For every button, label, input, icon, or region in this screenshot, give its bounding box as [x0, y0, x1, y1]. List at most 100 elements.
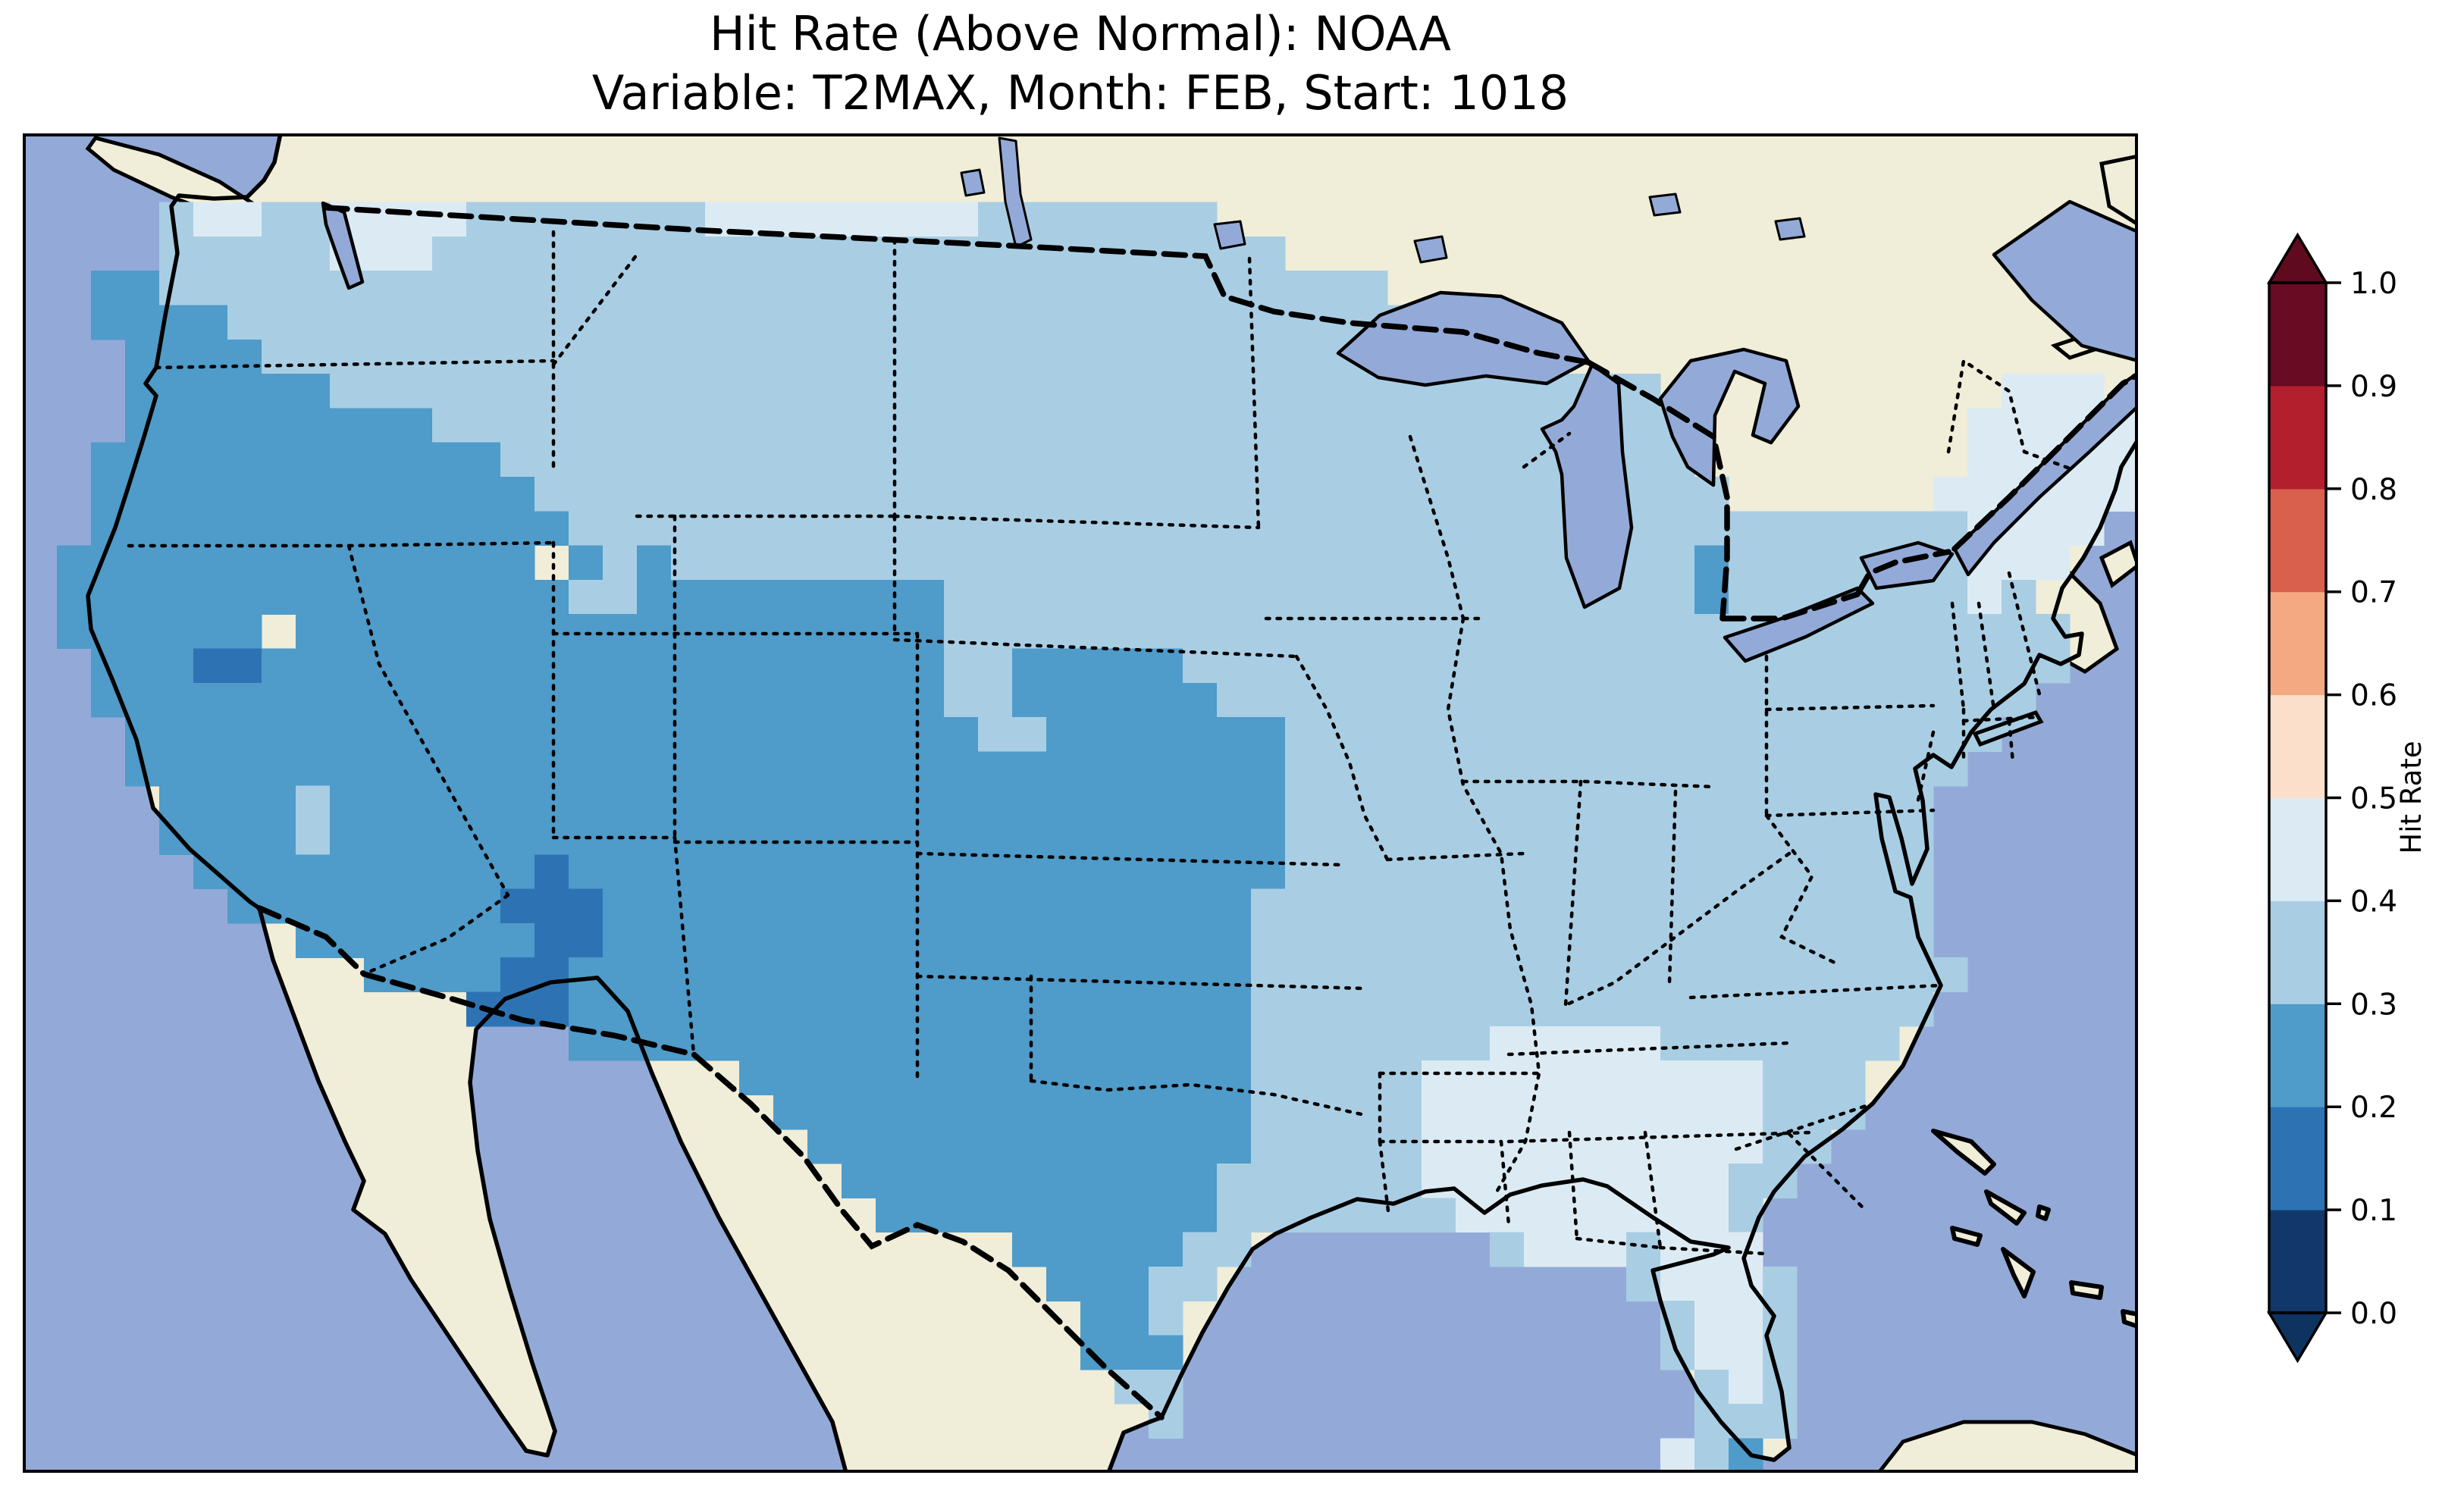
hit-rate-cell — [1149, 1266, 1218, 1301]
hit-rate-cell — [1183, 1232, 1252, 1267]
us-canada-border — [323, 205, 2138, 622]
lake-erie — [1723, 586, 1875, 663]
hit-rate-cell — [569, 957, 1252, 993]
bahamas-islands — [1931, 1129, 2138, 1329]
hit-rate-cell — [1694, 1369, 1729, 1405]
hit-rate-cell — [637, 545, 672, 581]
hit-rate-cell — [1660, 1438, 1695, 1473]
hit-rate-cell — [569, 854, 1286, 890]
hit-rate-cell — [569, 1026, 1252, 1061]
hit-rate-cell — [1285, 751, 1968, 787]
hit-rate-cell — [1080, 1335, 1183, 1370]
hit-rate-cell — [807, 1129, 1252, 1164]
colorbar-segment — [2269, 1210, 2326, 1314]
canadian-lake-3 — [1648, 193, 1682, 217]
hit-rate-cell — [125, 339, 262, 374]
hit-rate-cell — [500, 442, 1695, 478]
hit-rate-cell — [1967, 579, 2002, 615]
lake-of-the-woods — [1213, 220, 1246, 250]
colorbar-segment — [2269, 283, 2326, 387]
hit-rate-cell — [1524, 1232, 1627, 1267]
hit-rate-cell — [739, 1060, 1252, 1095]
colorbar-segment — [2269, 797, 2326, 901]
hit-rate-cell — [1080, 1301, 1149, 1336]
colorbar-segment — [2269, 1107, 2326, 1211]
map-frame — [23, 133, 2138, 1473]
hit-rate-cell — [1729, 1164, 1798, 1198]
hit-rate-cell — [1694, 1301, 1763, 1336]
country-borders — [256, 205, 2138, 1420]
lake-winnipeg — [998, 136, 1033, 249]
hit-rate-cell — [330, 820, 1286, 855]
hit-rate-cell — [1251, 1129, 1422, 1164]
colorbar-tick-label: 0.8 — [2350, 473, 2397, 507]
hit-rate-cell — [1046, 1266, 1149, 1301]
hit-rate-cell — [569, 545, 603, 581]
cuba — [1876, 1420, 2138, 1473]
hit-rate-cell — [91, 511, 569, 547]
long-island — [1972, 709, 2044, 747]
colorbar-tick-label: 1.0 — [2350, 267, 2397, 301]
hit-rate-cell — [1012, 682, 1218, 718]
hit-rate-cell — [603, 545, 638, 581]
puget-sound — [321, 201, 365, 290]
hit-rate-cell — [1422, 1095, 1763, 1130]
colorbar-segment — [2269, 900, 2326, 1004]
hit-rate-cell — [193, 854, 535, 890]
colorbar-segment — [2269, 488, 2326, 593]
colorbar-tick-label: 0.3 — [2350, 988, 2397, 1022]
hit-rate-cell — [91, 442, 501, 478]
hit-rate-cell — [330, 202, 467, 237]
hit-rate-cell — [569, 991, 1252, 1027]
lake-ontario — [1859, 540, 1955, 590]
canadian-lake-4 — [1774, 217, 1806, 241]
hit-rate-cell — [603, 922, 1252, 958]
hit-rate-cell — [1217, 682, 2036, 718]
hit-rate-cell — [1251, 1026, 1491, 1061]
hit-rate-cell — [1012, 1232, 1183, 1267]
colorbar-segment — [2269, 1004, 2326, 1107]
hit-rate-cell — [1012, 648, 1183, 684]
hit-rate-cell — [57, 614, 262, 650]
hit-rate-cell — [125, 374, 331, 409]
hit-rate-grid — [57, 202, 2138, 1473]
colorbar-axis-label: Hit Rate — [2395, 741, 2428, 853]
map-panel — [23, 133, 2138, 1473]
hit-rate-cell — [296, 614, 945, 650]
hit-rate-cell — [1251, 888, 1934, 924]
hit-rate-cell — [944, 682, 1013, 718]
hit-rate-cell — [57, 545, 535, 581]
hit-rate-cell — [466, 202, 706, 237]
hit-rate-cell — [1046, 717, 1286, 752]
hit-rate-cell — [364, 957, 501, 993]
lakes-group — [321, 136, 2138, 663]
gulf-of-st-lawrence — [1992, 199, 2138, 363]
hit-rate-cell — [227, 888, 501, 924]
hit-rate-cell — [193, 202, 262, 237]
colorbar-svg: 0.0 0.1 0.2 0.3 0.4 0.5 0.6 0.7 0.8 0.9 1.0 Hit Ra… — [2266, 232, 2428, 1364]
hit-rate-cell — [1285, 717, 2002, 752]
hit-rate-cell — [262, 648, 945, 684]
hit-rate-cell — [1149, 1301, 1183, 1336]
colorbar-tick-label: 0.7 — [2350, 576, 2397, 610]
hit-rate-cell — [944, 648, 1013, 684]
hit-rate-cell — [944, 614, 2071, 650]
hit-rate-cell — [262, 339, 1422, 374]
hit-rate-cell — [159, 236, 331, 271]
hit-rate-cell — [330, 785, 1286, 821]
hit-rate-cell — [1285, 854, 1934, 890]
canadian-lake-2 — [1413, 235, 1448, 264]
hit-rate-cell — [1217, 1164, 1422, 1198]
hit-rate-cell — [57, 579, 569, 615]
us-mexico-border — [256, 905, 1165, 1420]
hit-rate-cell — [91, 271, 160, 306]
colorbar-tick-label: 0.9 — [2350, 370, 2397, 404]
colorbar-arrow-under — [2266, 1311, 2329, 1364]
hit-rate-cell — [1490, 1026, 1661, 1061]
cape-breton-island — [2099, 540, 2138, 589]
chart-title: Hit Rate (Above Normal): NOAA — [710, 6, 1451, 61]
hit-rate-cell — [432, 408, 1695, 443]
hit-rate-cell — [1183, 648, 2071, 684]
hit-rate-cell — [432, 236, 1286, 271]
hit-rate-cell — [944, 579, 1695, 615]
